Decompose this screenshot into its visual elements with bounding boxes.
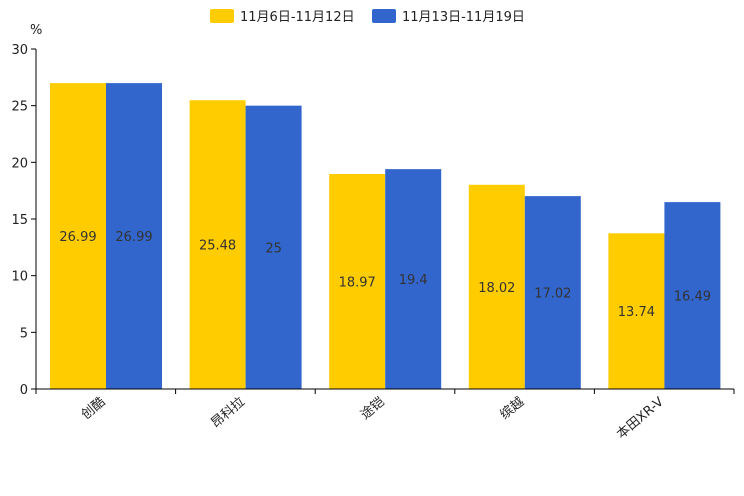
bar-1-4 xyxy=(468,184,525,389)
legend-swatch-series-2 xyxy=(372,9,396,23)
data-label-1-5: 13.74 xyxy=(618,305,655,320)
bar-1-5 xyxy=(608,233,665,389)
y-axis: 0 5 10 15 20 25 30 xyxy=(11,43,37,398)
data-label-1-4: 18.02 xyxy=(478,281,515,296)
legend: 11月6日-11月12日 11月13日-11月19日 xyxy=(210,9,525,25)
bar-1-3 xyxy=(329,174,386,389)
bar-2-4 xyxy=(524,196,581,389)
data-label-2-2: 25 xyxy=(265,241,282,256)
data-label-2-1: 26.99 xyxy=(115,230,152,245)
y-tick-label: 0 xyxy=(20,383,28,398)
bar-1-1 xyxy=(50,83,106,389)
x-category-label: 创酷 xyxy=(79,395,109,423)
bars: 26.99 26.99 25.48 25 18.97 19.4 18.02 17.02 13.7… xyxy=(50,83,721,390)
bar-2-1 xyxy=(106,83,162,389)
data-label-2-5: 16.49 xyxy=(674,290,711,305)
data-label-2-3: 19.4 xyxy=(399,273,428,288)
y-tick-label: 25 xyxy=(11,100,28,115)
data-label-2-4: 17.02 xyxy=(534,287,571,302)
x-axis: 创酷 昂科拉 途铠 缤越 本田XR-V xyxy=(35,388,735,443)
legend-label-series-1: 11月6日-11月12日 xyxy=(240,10,355,25)
bar-2-5 xyxy=(664,202,721,389)
bar-2-2 xyxy=(245,105,302,390)
x-category-label: 缤越 xyxy=(497,394,527,423)
y-tick-label: 30 xyxy=(11,43,28,58)
data-label-1-1: 26.99 xyxy=(59,230,96,245)
legend-swatch-series-1 xyxy=(210,9,234,23)
y-tick-label: 20 xyxy=(11,156,28,171)
y-tick-label: 10 xyxy=(11,270,28,285)
bar-1-2 xyxy=(189,100,246,389)
x-category-label: 途铠 xyxy=(357,394,387,423)
y-tick-label: 5 xyxy=(20,326,28,341)
y-tick-label: 15 xyxy=(11,213,28,228)
legend-label-series-2: 11月13日-11月19日 xyxy=(402,10,525,25)
bar-2-3 xyxy=(385,169,442,389)
y-axis-unit-label: % xyxy=(30,23,42,38)
data-label-1-2: 25.48 xyxy=(199,239,236,254)
x-category-label: 昂科拉 xyxy=(208,395,248,432)
x-category-label: 本田XR-V xyxy=(614,395,667,443)
data-label-1-3: 18.97 xyxy=(339,276,376,291)
